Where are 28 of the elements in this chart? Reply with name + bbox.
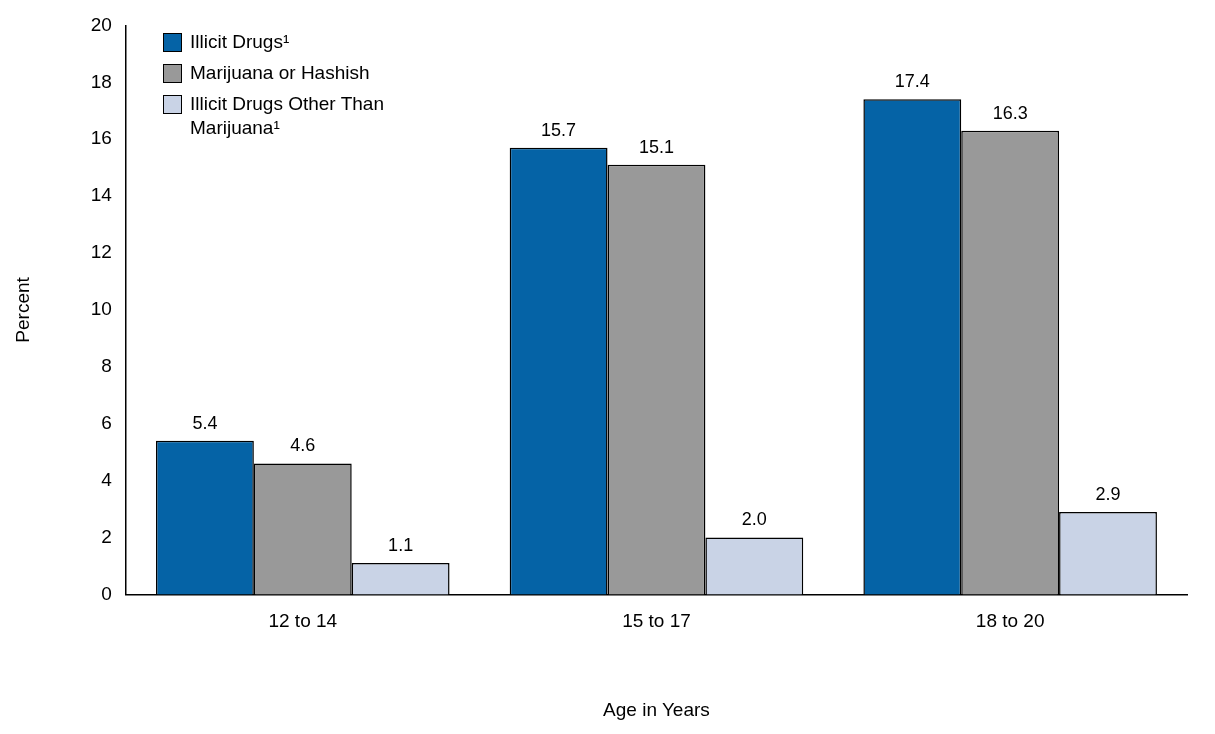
data-label: 15.7	[541, 119, 577, 140]
y-tick-label: 0	[101, 582, 112, 604]
y-tick-label: 8	[101, 355, 112, 377]
legend-label: Marijuana or Hashish	[190, 61, 370, 85]
y-tick-label: 6	[101, 411, 112, 433]
data-label: 16.3	[992, 102, 1028, 123]
y-tick-label: 2	[101, 525, 112, 547]
y-tick-label: 14	[90, 184, 113, 206]
y-tick-label: 4	[101, 468, 113, 490]
x-tick-label: 15 to 17	[622, 610, 691, 632]
y-tick-label: 20	[90, 13, 112, 35]
y-tick-label: 10	[90, 298, 112, 320]
data-label: 1.1	[388, 535, 414, 556]
data-label: 5.4	[192, 412, 218, 433]
data-label: 2.0	[741, 509, 767, 530]
y-tick-label: 12	[90, 241, 112, 263]
x-tick-label: 12 to 14	[268, 610, 338, 632]
legend-label: Illicit Drugs¹	[190, 30, 290, 54]
legend-label: Illicit Drugs Other Than Marijuana¹	[190, 92, 385, 140]
y-tick-label: 18	[90, 70, 112, 92]
y-axis-title: Percent	[11, 276, 33, 343]
data-label: 2.9	[1095, 483, 1121, 504]
y-tick-label: 16	[90, 127, 112, 149]
x-axis-title: Age in Years	[603, 698, 710, 720]
x-tick-label: 18 to 20	[975, 610, 1045, 632]
data-label: 4.6	[290, 435, 316, 456]
data-label: 17.4	[894, 71, 930, 92]
data-label: 15.1	[638, 136, 674, 157]
